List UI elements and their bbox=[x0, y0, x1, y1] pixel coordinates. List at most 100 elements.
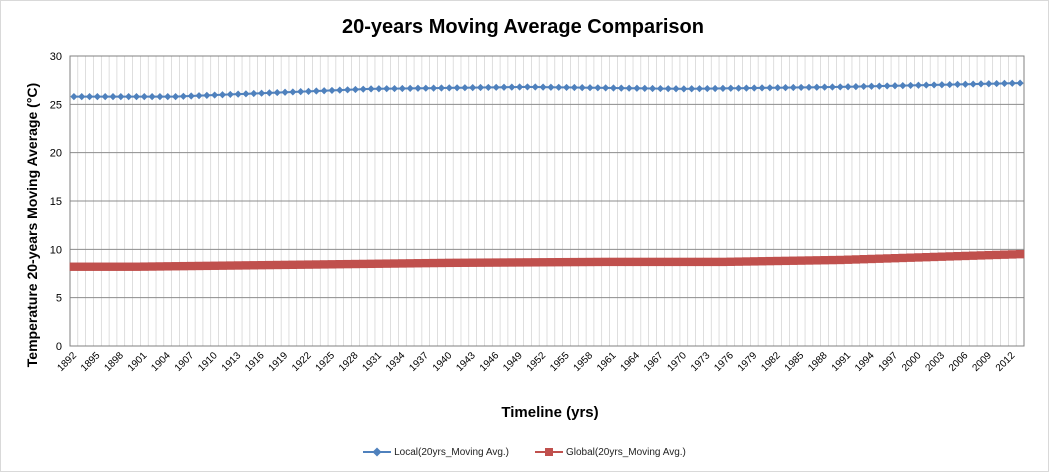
data-point bbox=[593, 257, 603, 267]
data-point bbox=[617, 84, 625, 92]
series-0 bbox=[70, 79, 1024, 101]
y-tick-label: 10 bbox=[50, 244, 62, 256]
data-point bbox=[164, 93, 172, 101]
data-point bbox=[930, 81, 938, 89]
data-point bbox=[774, 84, 782, 92]
data-point bbox=[382, 259, 391, 268]
y-axis-label: Temperature 20-years Moving Average (°C) bbox=[24, 83, 40, 367]
data-point bbox=[562, 83, 571, 92]
x-tick-label: 2012 bbox=[994, 350, 1018, 374]
data-point bbox=[437, 84, 446, 92]
data-point bbox=[711, 84, 719, 93]
data-point bbox=[946, 80, 954, 89]
data-point bbox=[671, 257, 681, 267]
data-point bbox=[1016, 79, 1024, 87]
legend: Local(20yrs_Moving Avg.) Global(20yrs_Mo… bbox=[0, 443, 1049, 461]
data-point bbox=[413, 259, 423, 268]
data-point bbox=[343, 259, 352, 269]
data-point bbox=[672, 85, 680, 93]
chart-title: 20-years Moving Average Comparison bbox=[342, 16, 704, 38]
data-point bbox=[312, 87, 320, 95]
x-tick-label: 1895 bbox=[79, 350, 103, 374]
data-point bbox=[882, 254, 892, 263]
x-tick-label: 1940 bbox=[431, 350, 455, 374]
data-point bbox=[351, 259, 360, 269]
data-point bbox=[570, 83, 578, 92]
x-tick-label: 1898 bbox=[102, 350, 126, 374]
data-point bbox=[288, 260, 298, 269]
x-axis-tick-labels: 1892 1895 1898 1901 1904 1907 1910 1913 1916 1919… bbox=[56, 350, 1018, 374]
legend-swatch-local bbox=[363, 447, 392, 457]
data-point bbox=[171, 93, 180, 101]
data-point bbox=[961, 251, 970, 261]
data-point bbox=[836, 83, 844, 91]
data-point bbox=[985, 80, 993, 88]
data-point bbox=[304, 87, 313, 95]
legend-item-global: Global(20yrs_Moving Avg.) bbox=[535, 447, 686, 458]
data-point bbox=[773, 256, 782, 266]
y-axis-tick-labels: 0 5 10 15 20 25 30 bbox=[50, 51, 62, 353]
data-point bbox=[319, 260, 329, 269]
data-point bbox=[641, 84, 649, 92]
data-point bbox=[938, 81, 946, 89]
data-point bbox=[445, 84, 453, 92]
data-point bbox=[405, 259, 415, 268]
data-point bbox=[742, 84, 751, 92]
data-point bbox=[515, 258, 524, 267]
data-point bbox=[85, 262, 94, 271]
x-tick-label: 1913 bbox=[220, 350, 244, 374]
data-point bbox=[554, 257, 563, 267]
data-point bbox=[594, 84, 602, 92]
y-tick-label: 0 bbox=[56, 341, 62, 353]
data-point bbox=[578, 84, 586, 92]
data-point bbox=[914, 253, 923, 262]
x-tick-label: 1937 bbox=[407, 350, 431, 374]
data-point bbox=[531, 83, 539, 91]
data-point bbox=[703, 84, 711, 93]
data-point bbox=[429, 258, 438, 268]
data-point bbox=[1015, 249, 1025, 259]
data-point bbox=[406, 84, 414, 92]
data-point bbox=[179, 92, 187, 100]
data-point bbox=[797, 83, 805, 92]
data-point bbox=[867, 254, 876, 264]
data-point bbox=[484, 258, 493, 267]
data-point bbox=[336, 86, 344, 94]
data-point bbox=[929, 252, 939, 262]
data-point bbox=[312, 260, 321, 269]
x-tick-label: 1973 bbox=[689, 350, 713, 374]
data-point bbox=[171, 262, 180, 271]
data-point bbox=[179, 261, 188, 271]
data-point bbox=[163, 262, 172, 271]
data-point bbox=[1008, 79, 1016, 87]
data-point bbox=[710, 257, 720, 267]
data-point bbox=[242, 90, 250, 98]
x-tick-label: 2006 bbox=[947, 350, 971, 374]
data-point bbox=[648, 257, 657, 267]
data-point bbox=[101, 93, 109, 101]
data-point bbox=[156, 93, 164, 101]
x-tick-label: 1919 bbox=[267, 350, 291, 374]
x-tick-label: 1985 bbox=[783, 350, 807, 374]
data-point bbox=[500, 83, 508, 91]
data-point bbox=[625, 84, 633, 92]
x-tick-label: 1916 bbox=[243, 350, 267, 374]
data-point bbox=[226, 261, 235, 270]
data-point bbox=[296, 260, 305, 269]
data-point bbox=[898, 253, 907, 263]
data-point bbox=[695, 85, 704, 93]
data-point bbox=[117, 93, 125, 101]
data-point bbox=[421, 258, 430, 268]
data-point bbox=[241, 261, 251, 270]
data-point bbox=[796, 256, 806, 265]
data-point bbox=[937, 252, 947, 261]
data-point bbox=[202, 261, 212, 271]
data-point bbox=[789, 83, 797, 92]
x-tick-label: 2009 bbox=[970, 350, 994, 374]
x-tick-label: 2003 bbox=[924, 350, 948, 374]
data-point bbox=[203, 91, 211, 99]
x-axis-label: Timeline (yrs) bbox=[501, 404, 598, 421]
data-point bbox=[194, 261, 204, 271]
data-point bbox=[664, 257, 673, 267]
data-point bbox=[109, 93, 117, 101]
